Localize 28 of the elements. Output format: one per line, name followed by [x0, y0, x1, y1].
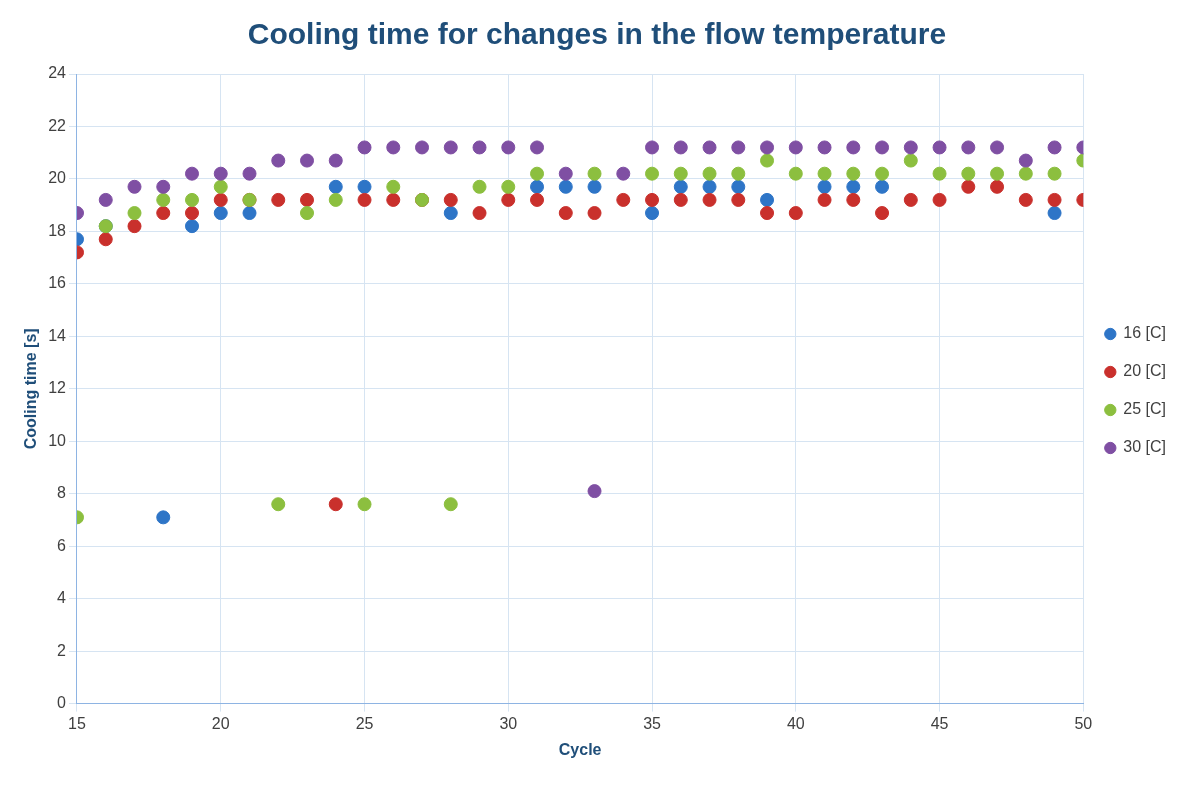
chart-title: Cooling time for changes in the flow temperature [247, 17, 947, 51]
y-tick-label: 16 [48, 274, 67, 292]
legend-label: 20 [C] [1123, 362, 1166, 380]
x-tick-label: 25 [355, 714, 374, 732]
x-tick-label: 40 [786, 714, 805, 732]
y-tick-label: 4 [57, 589, 67, 607]
x-tick-label: 50 [1074, 714, 1093, 732]
x-tick-label: 20 [211, 714, 230, 732]
y-tick-label: 0 [57, 694, 67, 712]
y-axis-title: Cooling time [s] [22, 328, 40, 450]
x-tick-label: 45 [930, 714, 949, 732]
x-tick-label: 35 [643, 714, 662, 732]
legend-label: 16 [C] [1123, 324, 1166, 342]
y-tick-label: 2 [57, 641, 67, 659]
y-tick-label: 12 [48, 379, 67, 397]
x-axis-title: Cycle [558, 740, 602, 758]
y-tick-label: 24 [48, 64, 67, 82]
y-tick-label: 6 [57, 536, 67, 554]
x-tick-label: 30 [499, 714, 518, 732]
y-tick-label: 20 [48, 169, 67, 187]
y-tick-label: 8 [57, 484, 67, 502]
legend-label: 30 [C] [1123, 438, 1166, 456]
y-tick-label: 10 [48, 431, 67, 449]
y-tick-label: 14 [48, 326, 67, 344]
x-tick-label: 15 [68, 714, 86, 732]
y-tick-label: 18 [48, 221, 67, 239]
legend-label: 25 [C] [1123, 400, 1166, 418]
y-tick-label: 22 [48, 116, 67, 134]
